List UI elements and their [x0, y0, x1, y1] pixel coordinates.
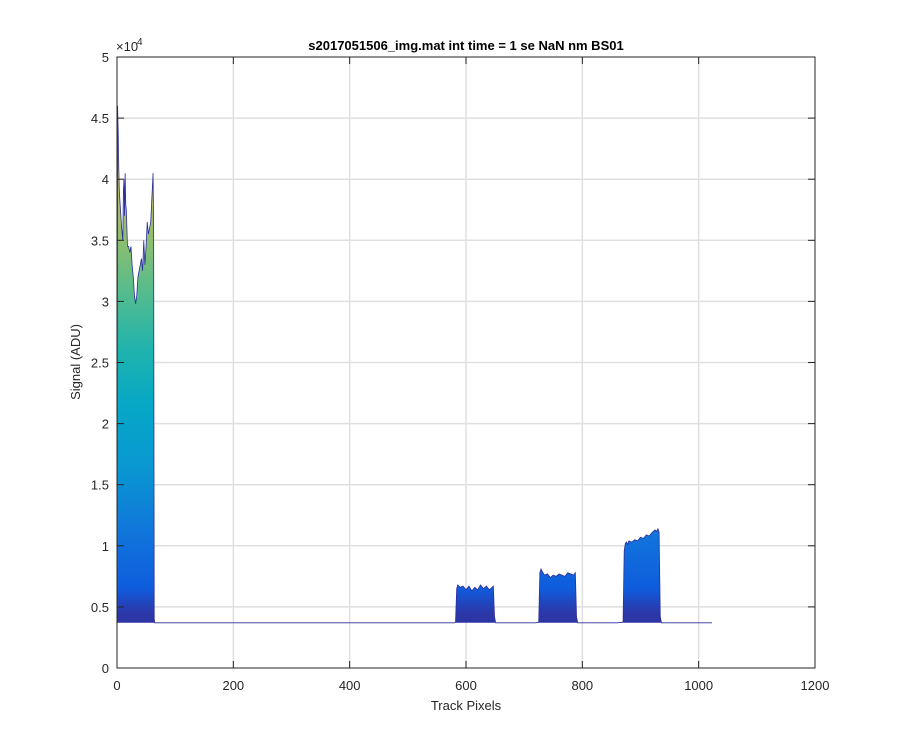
y-exponent-label: ×10: [116, 39, 138, 54]
y-tick-label: 3.5: [91, 233, 109, 248]
grid: [117, 57, 815, 668]
y-tick-label: 4: [102, 172, 109, 187]
x-tick-label: 1200: [801, 678, 830, 693]
x-tick-label: 800: [571, 678, 593, 693]
series-line: [116, 105, 713, 624]
x-tick-label: 400: [339, 678, 361, 693]
y-tick-label: 3: [102, 294, 109, 309]
x-tick-label: 1000: [684, 678, 713, 693]
y-tick-label: 0: [102, 661, 109, 676]
y-tick-label: 1: [102, 539, 109, 554]
x-axis-label: Track Pixels: [431, 698, 502, 713]
series-layer: [116, 105, 713, 624]
axes: [116, 56, 816, 669]
series-area: [117, 105, 713, 623]
x-tick-label: 0: [113, 678, 120, 693]
y-exponent-power: 4: [137, 37, 143, 48]
x-tick-label: 200: [222, 678, 244, 693]
y-tick-label: 5: [102, 50, 109, 65]
tick-labels: 0 200 400 600 800 1000 1200 0 0.5 1 1.5 2 2.5 3 3.5 4 4.…: [91, 50, 830, 693]
y-tick-label: 0.5: [91, 600, 109, 615]
x-tick-label: 600: [455, 678, 477, 693]
y-tick-label: 4.5: [91, 111, 109, 126]
y-axis-label: Signal (ADU): [68, 324, 83, 400]
y-tick-label: 2: [102, 417, 109, 432]
y-tick-label: 2.5: [91, 356, 109, 371]
y-tick-label: 1.5: [91, 478, 109, 493]
chart-title: s2017051506_img.mat int time = 1 se NaN …: [308, 38, 623, 53]
